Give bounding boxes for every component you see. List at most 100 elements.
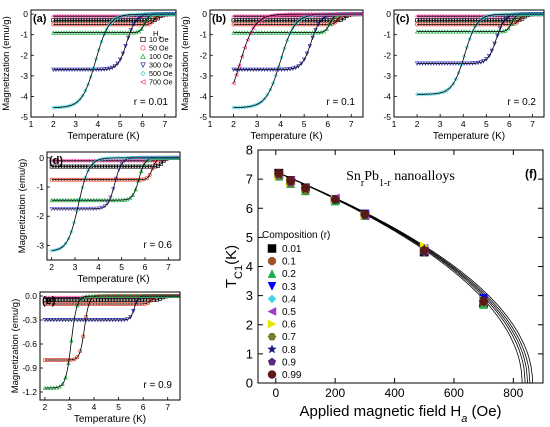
data-point <box>99 39 104 44</box>
data-point <box>139 155 144 160</box>
data-point <box>125 155 130 160</box>
panel-letter: (e) <box>42 295 56 307</box>
legend-marker <box>267 319 277 329</box>
x-axis-label: Temperature (K) <box>250 131 322 142</box>
legend-label: 50 Oe <box>149 44 169 53</box>
y-tick-label: -1 <box>20 30 28 40</box>
legend-marker <box>267 370 277 379</box>
data-point <box>265 14 270 19</box>
data-point <box>118 57 123 62</box>
x-axis-label: Temperature (K) <box>74 414 146 425</box>
data-point <box>360 209 370 219</box>
x-axis-label: Temperature (K) <box>67 131 139 142</box>
data-point <box>108 155 113 161</box>
data-point <box>75 302 80 308</box>
y-axis-label: Magnetization (emu/g) <box>1 16 12 111</box>
x-tick-label: 6 <box>141 402 146 412</box>
y-tick-label: -0.9 <box>22 363 37 373</box>
y-tick-label: 0 <box>246 376 253 391</box>
data-point <box>85 168 91 173</box>
y-tick-label: -0.3 <box>22 315 37 325</box>
data-point <box>113 176 119 182</box>
plot-frame <box>257 149 544 384</box>
data-point <box>450 81 456 87</box>
data-point <box>166 12 171 17</box>
data-point <box>130 155 135 160</box>
x-tick-label: 3 <box>73 119 78 129</box>
legend-marker <box>267 357 277 366</box>
legend-label: 0.99 <box>282 370 302 381</box>
data-point <box>414 92 420 97</box>
y-tick-label: -3 <box>36 240 44 250</box>
series-diamond <box>51 12 176 110</box>
x-tick-label: 5 <box>118 119 123 129</box>
fit-curve <box>275 171 528 384</box>
data-point <box>301 183 310 193</box>
data-point <box>293 21 298 27</box>
data-point <box>420 92 425 97</box>
data-point <box>522 12 528 17</box>
data-point <box>333 20 338 25</box>
data-point <box>307 44 312 49</box>
data-point <box>153 160 158 165</box>
x-tick-label: 0 <box>272 386 279 400</box>
data-point <box>128 315 133 320</box>
x-tick-label: 3 <box>73 262 78 272</box>
data-point <box>131 22 136 27</box>
data-point <box>486 53 492 59</box>
x-tick-label: 2 <box>49 262 54 272</box>
legend-marker <box>267 282 277 291</box>
x-tick-label: 4 <box>96 262 101 272</box>
x-tick-label: 3 <box>67 402 72 412</box>
x-tick-label: 1 <box>392 119 397 129</box>
data-point <box>276 64 281 69</box>
data-point <box>111 187 116 192</box>
data-point <box>287 31 293 36</box>
series-diamond <box>414 12 544 97</box>
data-point <box>279 55 284 60</box>
fit-curve <box>53 13 176 108</box>
data-point <box>155 12 160 17</box>
data-point <box>503 17 508 22</box>
data-point <box>172 155 177 160</box>
y-tick-label: 8 <box>246 143 253 158</box>
y-tick-label: -3 <box>383 71 391 81</box>
data-point <box>495 33 500 39</box>
y-axis-label: TC1(K) <box>223 245 245 288</box>
data-point <box>80 93 85 98</box>
x-tick-label: 3 <box>438 119 443 129</box>
legend-label: 0.6 <box>282 320 296 331</box>
legend-marker <box>267 244 277 253</box>
plot-frame <box>39 291 181 401</box>
data-point <box>144 16 150 22</box>
data-point <box>426 92 431 97</box>
data-point <box>536 12 542 17</box>
data-point <box>167 155 172 160</box>
data-point <box>464 45 470 50</box>
data-point <box>91 66 96 71</box>
y-tick-label: 0 <box>386 9 391 19</box>
panel-a: 1 2 3 4 5 6 7 0 -1 -2 -3 -4 -5 (a) r = 0.01 Temperature… <box>1 9 177 142</box>
y-tick-label: -2 <box>199 50 207 60</box>
data-point <box>105 201 110 206</box>
data-point <box>150 12 155 17</box>
legend-marker <box>267 344 277 354</box>
y-tick-label: -1 <box>199 30 207 40</box>
data-point <box>78 297 83 302</box>
fit-curve <box>275 171 533 384</box>
x-tick-label: 5 <box>116 402 121 412</box>
y-tick-label: -4 <box>20 91 28 101</box>
data-point <box>83 175 88 180</box>
data-point <box>520 12 525 17</box>
r-label: r = 0.2 <box>507 97 536 108</box>
data-point <box>108 195 113 201</box>
data-point <box>448 85 453 90</box>
data-point <box>511 16 517 21</box>
data-point <box>479 297 489 306</box>
x-tick-label: 5 <box>302 119 307 129</box>
data-point <box>131 308 136 314</box>
fit-curve <box>44 295 179 389</box>
data-point <box>156 163 161 168</box>
data-point <box>304 51 310 56</box>
